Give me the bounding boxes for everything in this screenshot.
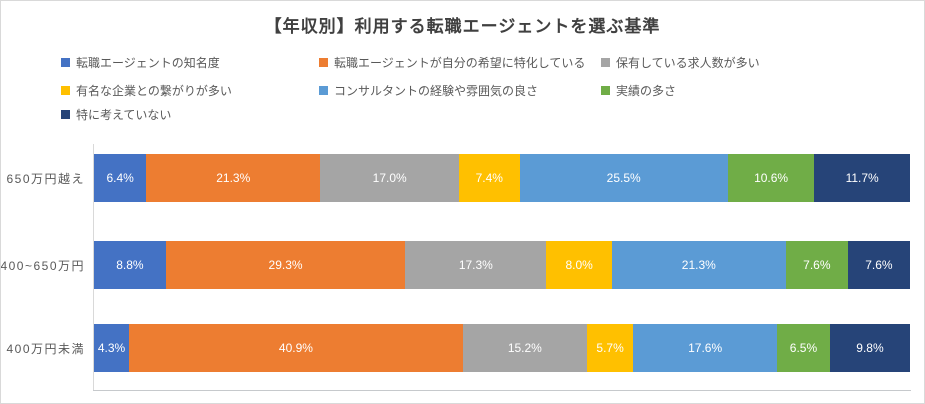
bar-segment: 10.6% [727,154,815,202]
x-axis-line [93,390,911,391]
data-label: 40.9% [278,341,313,355]
bar-segment: 6.4% [94,154,147,202]
data-label: 9.8% [856,341,884,355]
bar-segment: 17.6% [633,324,777,372]
bar-row: 400万円未満 4.3% 40.9% 15.2% 5.7% 17.6% 6.5% 9.8% [1,324,924,372]
data-label: 17.0% [372,171,407,185]
data-label: 15.2% [507,341,542,355]
data-label: 8.0% [565,258,593,272]
stacked-bar: 4.3% 40.9% 15.2% 5.7% 17.6% 6.5% 9.8% [94,324,910,372]
bar-segment: 5.7% [586,324,634,372]
bar-segment: 17.0% [320,154,460,202]
legend-marker [61,110,70,119]
bar-segment: 11.7% [814,154,910,202]
bar-segment: 6.5% [776,324,830,372]
stacked-bar: 6.4% 21.3% 17.0% 7.4% 25.5% 10.6% 11.7% [94,154,910,202]
data-label: 21.3% [681,258,716,272]
data-label: 7.4% [475,171,503,185]
bar-segment: 25.5% [519,154,728,202]
bar-segment: 40.9% [129,324,463,372]
legend-marker [61,86,70,95]
data-label: 7.6% [803,258,831,272]
bar-segment: 7.6% [785,241,848,289]
data-label: 10.6% [754,171,789,185]
data-label: 11.7% [845,171,879,185]
legend-marker [319,86,328,95]
legend-marker [319,58,328,67]
bar-segment: 21.3% [146,154,321,202]
bar-row: 400~650万円 8.8% 29.3% 17.3% 8.0% 21.3% 7.6% 7.6% [1,241,924,289]
legend-label: 実績の多さ [616,84,677,98]
category-label: 400~650万円 [0,258,85,273]
legend-label: 転職エージェントが自分の希望に特化している [334,56,586,70]
data-label: 6.5% [789,341,818,355]
data-label: 17.6% [688,341,723,355]
bar-row: 650万円越え 6.4% 21.3% 17.0% 7.4% 25.5% 10.6% 11.7% [1,154,924,202]
bar-segment: 15.2% [462,324,587,372]
y-axis-line [93,144,94,390]
legend-marker [601,86,610,95]
data-label: 6.4% [106,171,134,185]
legend-label: コンサルタントの経験や雰囲気の良さ [334,84,539,98]
legend-item: 保有している求人数が多い [601,54,760,71]
data-label: 5.7% [596,341,624,355]
bar-segment: 8.0% [546,241,612,289]
legend-label: 転職エージェントの知名度 [76,56,220,70]
legend-marker [61,58,70,67]
bar-segment: 9.8% [829,324,910,372]
data-label: 8.8% [116,258,144,272]
legend-item: 有名な企業との繋がりが多い [61,82,232,99]
legend: 転職エージェントの知名度 転職エージェントが自分の希望に特化している 保有している求… [1,1,924,131]
category-label: 400万円未満 [6,341,85,356]
legend-marker [601,58,610,67]
legend-item: コンサルタントの経験や雰囲気の良さ [319,82,538,99]
legend-label: 有名な企業との繋がりが多い [76,84,232,98]
category-label: 650万円越え [6,171,85,186]
chart-title: 【年収別】利用する転職エージェントを選ぶ基準 [264,17,661,36]
legend-item: 実績の多さ [601,82,676,99]
bar-segment: 29.3% [165,241,406,289]
legend-item: 特に考えていない [61,106,171,123]
bar-segment: 17.3% [405,241,547,289]
data-label: 17.3% [458,258,493,272]
data-label: 29.3% [268,258,303,272]
bar-segment: 21.3% [611,241,786,289]
legend-item: 転職エージェントが自分の希望に特化している [319,54,585,71]
legend-label: 保有している求人数が多い [616,56,760,70]
bar-segment: 8.8% [94,241,166,289]
bar-segment: 7.6% [847,241,910,289]
legend-label: 特に考えていない [76,108,172,122]
stacked-bar: 8.8% 29.3% 17.3% 8.0% 21.3% 7.6% 7.6% [94,241,910,289]
data-label: 21.3% [216,171,251,185]
data-label: 4.3% [97,341,126,355]
bar-segment: 7.4% [459,154,520,202]
data-label: 7.6% [865,258,893,272]
legend-item: 転職エージェントの知名度 [61,54,220,71]
data-label: 25.5% [606,171,641,185]
bar-segment: 4.3% [94,324,130,372]
